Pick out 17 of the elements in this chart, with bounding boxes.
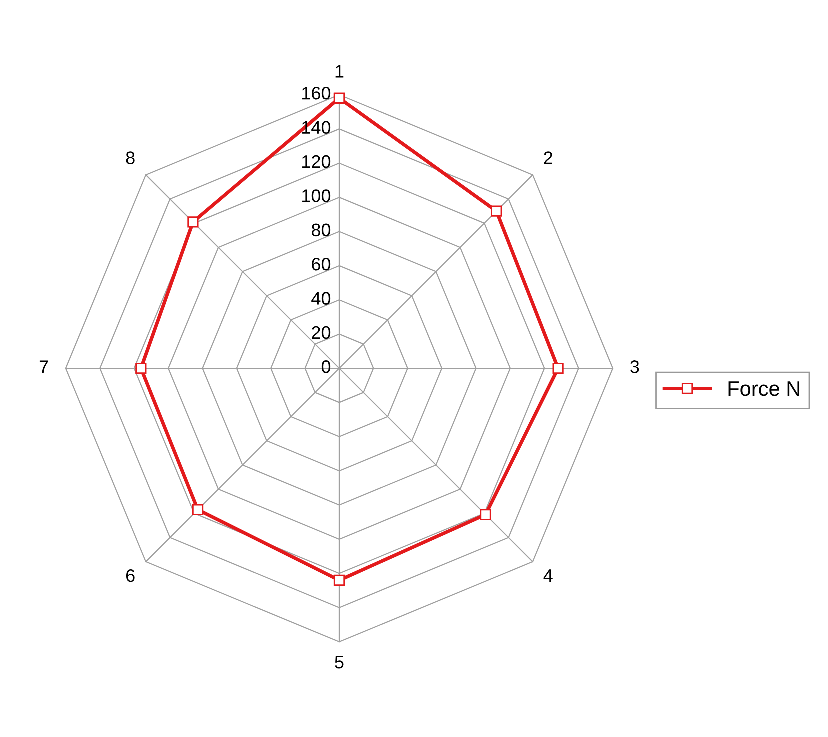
spoke-label: 7: [40, 360, 48, 374]
y-tick-label: 0: [322, 360, 331, 374]
spoke-label: 8: [126, 152, 135, 164]
y-tick-label: 40: [312, 292, 331, 305]
legend-label: Force N: [728, 382, 800, 396]
y-tick-label: 120: [302, 155, 331, 168]
spoke-label: 1: [336, 65, 344, 78]
spoke-label: 2: [544, 152, 552, 164]
spoke-label: 6: [126, 569, 135, 582]
y-tick-label: 100: [302, 190, 331, 202]
y-tick-label: 20: [312, 326, 331, 340]
spoke-label: 3: [630, 360, 640, 374]
y-tick-label: 80: [312, 224, 331, 237]
spoke-label: 5: [335, 656, 344, 669]
spoke-label: 4: [544, 570, 553, 582]
y-tick-label: 160: [302, 87, 331, 100]
y-tick-label: 60: [312, 258, 331, 271]
